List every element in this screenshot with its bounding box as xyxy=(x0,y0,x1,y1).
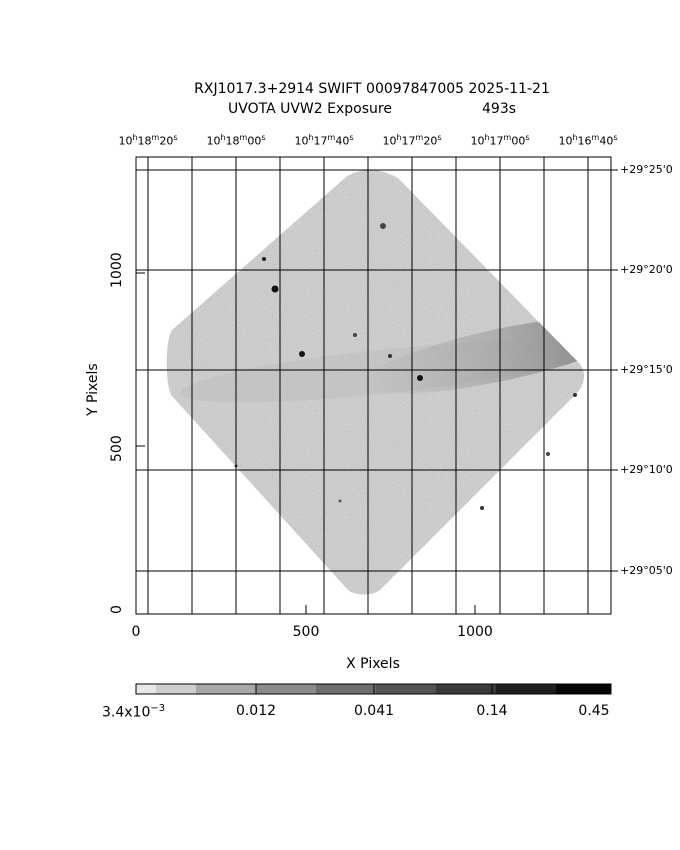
dec-label: +29°15'0 xyxy=(620,363,673,376)
colorbar-label-max: 0.45 xyxy=(578,703,610,719)
source xyxy=(338,499,342,503)
source xyxy=(417,375,423,381)
coordinate-grid xyxy=(136,157,611,614)
source xyxy=(388,354,392,358)
dec-label: +29°05'0 xyxy=(620,564,673,577)
x-tick-label: 500 xyxy=(292,624,320,640)
ra-label: 10h17m00s xyxy=(470,133,530,148)
point-sources xyxy=(234,223,577,510)
y-tick-label: 500 xyxy=(109,435,125,462)
plot-frame xyxy=(135,156,612,615)
y-tick-label: 0 xyxy=(109,605,125,614)
source xyxy=(353,333,357,337)
ra-label: 10h18m20s xyxy=(118,133,178,148)
dec-label: +29°25'0 xyxy=(620,163,673,176)
ra-label: 10h17m40s xyxy=(294,133,354,148)
pixel-ticks xyxy=(135,169,618,615)
source xyxy=(262,257,266,261)
y-tick-label: 1000 xyxy=(109,252,125,288)
source xyxy=(380,223,386,229)
plot-title: RXJ1017.3+2914 SWIFT 00097847005 2025-11… xyxy=(194,81,550,97)
source xyxy=(573,393,577,397)
x-tick-label: 0 xyxy=(131,624,141,640)
colorbar-label-min: 3.4x10−3 xyxy=(102,703,166,721)
dec-label: +29°20'0 xyxy=(620,263,673,276)
plot-subtitle: UVOTA UVW2 Exposure xyxy=(228,101,392,117)
x-axis-label: X Pixels xyxy=(346,656,400,672)
ra-label: 10h18m00s xyxy=(206,133,266,148)
source xyxy=(299,351,305,357)
colorbar xyxy=(135,683,612,695)
colorbar-label: 0.041 xyxy=(353,703,395,719)
x-tick-label: 1000 xyxy=(457,624,493,640)
dec-label: +29°10'0 xyxy=(620,463,673,476)
source xyxy=(546,452,550,456)
exposure-time: 493s xyxy=(482,101,517,117)
colorbar-label: 0.14 xyxy=(476,703,508,719)
y-axis-label: Y Pixels xyxy=(85,363,101,416)
colorbar-label: 0.012 xyxy=(235,703,277,719)
exposure-field xyxy=(166,170,584,595)
source xyxy=(480,506,484,510)
ra-label: 10h17m20s xyxy=(382,133,442,148)
source xyxy=(271,285,279,293)
ra-label: 10h16m40s xyxy=(558,133,618,148)
